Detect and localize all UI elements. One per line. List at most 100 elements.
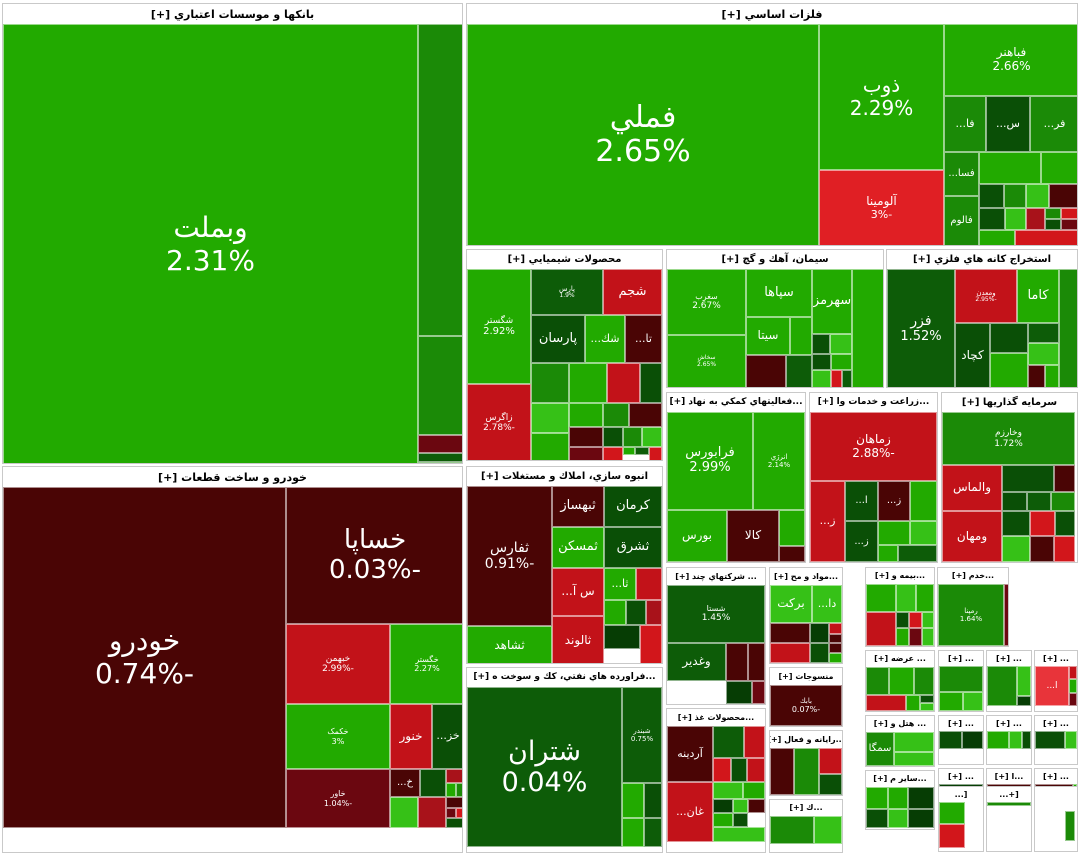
sector-group-multi-disciplinary-companies[interactable]: ... شرکتهاي چند [+] شستا 1.45% وغدیر — [666, 567, 766, 705]
sector-header-misc-sector-m[interactable] — [1035, 787, 1077, 791]
stock-tile[interactable] — [910, 521, 937, 545]
sector-header-misc-sector-j[interactable]: ...ك [+] — [770, 800, 842, 816]
stock-tile[interactable] — [626, 600, 646, 625]
sector-header-hotels-and-restaurants[interactable]: ... هتل و [+] — [866, 716, 934, 732]
stock-tile[interactable] — [531, 363, 569, 403]
stock-tile[interactable]: وغدیر — [667, 643, 726, 681]
stock-tile[interactable] — [920, 703, 934, 711]
stock-tile[interactable]: س آ... — [552, 568, 604, 616]
stock-tile[interactable]: شگستر 2.92% — [467, 269, 531, 384]
stock-tile[interactable] — [1017, 696, 1031, 706]
stock-tile[interactable]: سهرمز — [812, 269, 852, 334]
sector-group-banks[interactable]: بانکها و موسسات اعتباري [+] وبملت 2.31% — [2, 3, 463, 464]
stock-tile[interactable] — [604, 600, 626, 625]
sector-header-agriculture-services[interactable]: ...زراعت و خدمات وا [+] — [810, 393, 937, 412]
stock-tile[interactable] — [1002, 511, 1030, 536]
stock-tile[interactable] — [456, 808, 462, 818]
stock-tile[interactable] — [812, 334, 830, 354]
stock-tile[interactable] — [1015, 230, 1077, 245]
sector-group-pharmaceutical-materials[interactable]: ...مواد و مح [+] برکت دا... — [769, 567, 843, 664]
stock-tile[interactable] — [623, 447, 635, 455]
stock-tile[interactable] — [786, 355, 812, 387]
stock-tile[interactable]: ذوب 2.29% — [819, 24, 944, 170]
stock-tile[interactable] — [898, 545, 937, 562]
stock-tile[interactable] — [418, 462, 462, 463]
stock-tile[interactable] — [446, 769, 462, 783]
sector-group-supply-services[interactable]: ... عرضه [+] — [865, 650, 935, 712]
stock-tile[interactable] — [731, 758, 747, 782]
stock-tile[interactable]: خگستر 2.27% — [390, 624, 462, 704]
stock-tile[interactable]: ز... — [878, 481, 910, 521]
stock-tile[interactable] — [1004, 184, 1026, 208]
stock-tile[interactable]: ثفارس -0.91% — [467, 486, 552, 626]
sector-header-misc-sector-i[interactable]: ... [+] — [1035, 769, 1077, 784]
stock-tile[interactable] — [990, 353, 1028, 387]
stock-tile[interactable]: سیتا — [746, 317, 790, 355]
stock-tile[interactable] — [896, 628, 909, 646]
stock-tile[interactable] — [866, 584, 896, 612]
stock-tile[interactable] — [909, 612, 922, 628]
stock-tile[interactable]: ا... — [1035, 666, 1069, 706]
stock-tile[interactable] — [770, 816, 814, 844]
sector-group-misc-sector-f[interactable]: ... [+] — [1034, 715, 1078, 765]
stock-tile[interactable] — [829, 653, 842, 663]
stock-tile[interactable] — [866, 787, 888, 809]
stock-tile[interactable] — [878, 545, 898, 562]
stock-tile[interactable] — [726, 643, 748, 681]
stock-tile[interactable] — [640, 625, 662, 663]
stock-tile[interactable] — [819, 748, 842, 774]
stock-tile[interactable]: فملي 2.65% — [467, 24, 819, 245]
stock-tile[interactable]: سمگا — [866, 732, 894, 766]
stock-tile[interactable] — [920, 695, 934, 703]
stock-tile[interactable]: آردینه — [667, 726, 713, 782]
sector-group-misc-sector-m[interactable] — [1034, 786, 1078, 852]
stock-tile[interactable] — [446, 797, 462, 808]
stock-tile[interactable]: فسا... — [944, 152, 979, 196]
sector-header-pharmaceutical-materials[interactable]: ...مواد و مح [+] — [770, 568, 842, 585]
stock-tile[interactable] — [770, 643, 810, 663]
sector-group-misc-sector-j[interactable]: ...ك [+] — [769, 799, 843, 853]
stock-tile[interactable] — [819, 774, 842, 795]
stock-tile[interactable] — [418, 797, 446, 828]
sector-group-petroleum-products-coke-fuel[interactable]: ...فراورده هاي نفتي، كك و سوخت ه [+] شترا… — [466, 667, 663, 853]
stock-tile[interactable] — [733, 813, 748, 827]
sector-header-misc-sector-b[interactable]: ... [+] — [987, 651, 1031, 666]
stock-tile[interactable]: آلومینا -3% — [819, 170, 944, 245]
sector-header-misc-sector-k[interactable]: [... — [939, 787, 983, 802]
stock-tile[interactable] — [746, 355, 786, 387]
stock-tile[interactable] — [852, 269, 883, 387]
stock-tile[interactable] — [987, 666, 1017, 706]
sector-header-other-manufacturing[interactable]: ...سایر م [+] — [866, 771, 934, 787]
stock-tile[interactable] — [922, 612, 934, 628]
stock-tile[interactable] — [830, 334, 852, 354]
stock-tile[interactable] — [1061, 219, 1077, 230]
stock-tile[interactable] — [748, 799, 765, 813]
stock-tile[interactable] — [906, 695, 920, 711]
stock-tile[interactable]: شبندر 0.75% — [622, 687, 662, 783]
stock-tile[interactable]: شجم — [603, 269, 662, 315]
stock-tile[interactable] — [623, 427, 642, 447]
stock-tile[interactable] — [569, 447, 603, 460]
sector-group-misc-sector-c[interactable]: ... [+] ا... — [1034, 650, 1078, 712]
sector-group-auxiliary-institutional-activities[interactable]: ...فعالیتهاي کمکي به نهاد [+] فرابورس 2.99… — [666, 392, 806, 563]
stock-tile[interactable] — [569, 363, 607, 403]
stock-tile[interactable] — [629, 403, 662, 427]
stock-tile[interactable] — [418, 453, 462, 462]
sector-header-misc-sector-d[interactable]: ... [+] — [939, 716, 983, 731]
stock-tile[interactable] — [908, 809, 934, 828]
stock-tile[interactable]: کچاد — [955, 323, 990, 387]
stock-tile[interactable] — [939, 802, 965, 824]
stock-tile[interactable] — [1028, 365, 1045, 387]
stock-tile[interactable] — [842, 370, 852, 387]
sector-header-misc-sector-c[interactable]: ... [+] — [1035, 651, 1077, 666]
sector-group-textiles[interactable]: منسوجات [+] بابك -0.07% — [769, 667, 843, 727]
stock-tile[interactable] — [390, 797, 418, 828]
stock-tile[interactable] — [446, 783, 456, 797]
sector-header-food-products[interactable]: ...محصولات غذ [+] — [667, 709, 765, 726]
stock-tile[interactable] — [418, 435, 462, 453]
stock-tile[interactable] — [866, 695, 906, 711]
stock-tile[interactable]: ومهان — [942, 511, 1002, 562]
sector-group-misc-sector-a[interactable]: ... [+] — [938, 650, 984, 712]
stock-tile[interactable] — [649, 447, 662, 460]
stock-tile[interactable] — [831, 354, 852, 370]
